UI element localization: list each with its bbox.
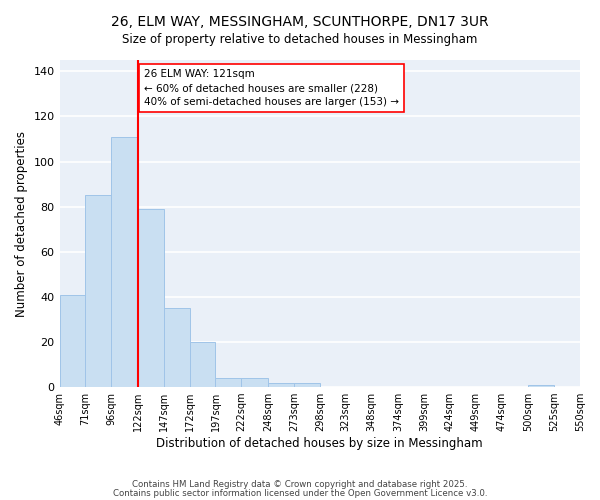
Bar	[294, 382, 320, 387]
Bar	[268, 382, 294, 387]
Text: 26, ELM WAY, MESSINGHAM, SCUNTHORPE, DN17 3UR: 26, ELM WAY, MESSINGHAM, SCUNTHORPE, DN1…	[111, 15, 489, 29]
Bar	[164, 308, 190, 387]
Text: Contains HM Land Registry data © Crown copyright and database right 2025.: Contains HM Land Registry data © Crown c…	[132, 480, 468, 489]
Bar	[85, 196, 111, 387]
Text: 26 ELM WAY: 121sqm
← 60% of detached houses are smaller (228)
40% of semi-detach: 26 ELM WAY: 121sqm ← 60% of detached hou…	[144, 69, 399, 107]
Bar	[138, 209, 164, 387]
Bar	[111, 136, 138, 387]
Bar	[215, 378, 241, 387]
Bar	[529, 385, 554, 387]
Y-axis label: Number of detached properties: Number of detached properties	[15, 130, 28, 316]
Bar	[241, 378, 268, 387]
Text: Contains public sector information licensed under the Open Government Licence v3: Contains public sector information licen…	[113, 488, 487, 498]
Text: Size of property relative to detached houses in Messingham: Size of property relative to detached ho…	[122, 32, 478, 46]
Bar	[59, 294, 85, 387]
Bar	[190, 342, 215, 387]
X-axis label: Distribution of detached houses by size in Messingham: Distribution of detached houses by size …	[157, 437, 483, 450]
